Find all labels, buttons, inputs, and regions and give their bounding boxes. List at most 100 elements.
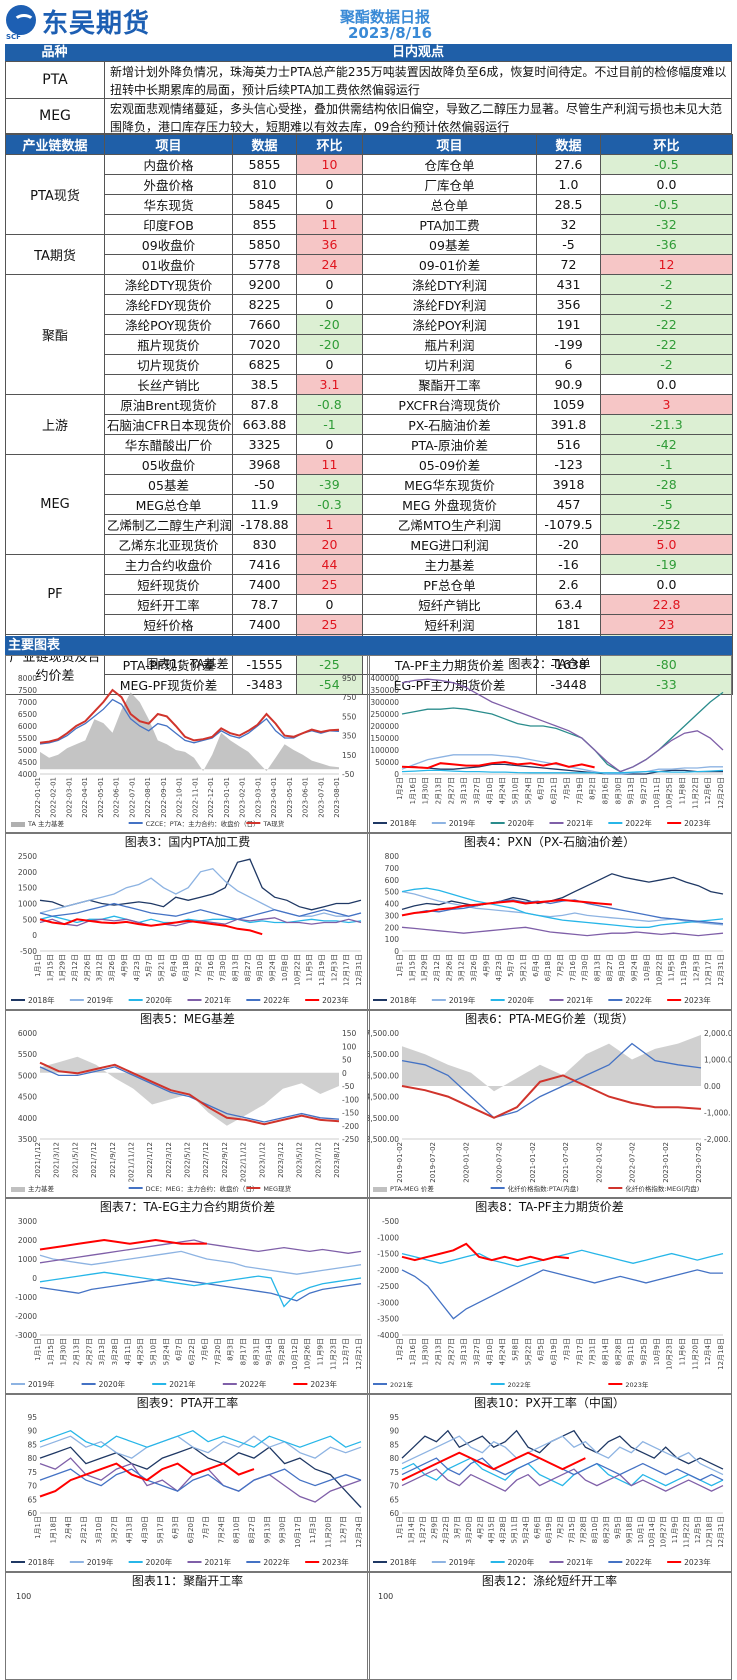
y-tick-label: 600 [385,876,400,885]
y-tick-label: 60 [389,1509,399,1518]
x-tick-label: 2月21日 [80,1516,88,1543]
x-tick-label: 2021/9/12 [109,1142,117,1178]
y-tick-label: 3500 [18,1135,37,1144]
table-row: 瓶片现货价 7020 -20 瓶片利润 -199 -22 [6,334,733,355]
x-tick-label: 1月16日 [409,777,417,804]
item-change: 0.0 [600,374,733,395]
series-line [401,760,595,770]
legend-label: 2019年 [28,1379,55,1389]
x-tick-label: 7月17日 [576,1338,584,1365]
item-value: -5 [536,234,601,255]
table-row: 华东醋酸出厂价 3325 0 PTA-原油价差 516 -42 [6,434,733,455]
y2-tick-label: 950 [342,674,357,683]
x-tick-label: 5月7日 [507,954,515,977]
legend-label: 2019年 [87,1557,114,1567]
legend-label: 2022年 [263,1557,290,1567]
x-tick-label: 2023-08-01 [333,777,341,818]
item-name: 外盘价格 [104,174,233,195]
table-category: MEG [5,454,105,555]
x-tick-label: 12月21日 [355,1338,363,1370]
x-tick-label: 2022-03-01 [65,777,73,818]
y2-tick-label: 750 [342,693,357,702]
item-change: -0.3 [296,494,363,515]
company-name: 东吴期货 [42,9,151,39]
x-tick-label: 4月10日 [486,777,494,804]
logo-subtext: SCF [6,33,21,41]
item-change: -28 [600,474,733,495]
x-tick-label: 5月24日 [162,1338,170,1365]
x-tick-label: 9月18日 [625,1516,633,1543]
item-value: -50 [232,474,297,495]
chart-title: 图表12：涤纶短纤开工率 [481,1574,618,1588]
item-value: 7400 [232,574,297,595]
table-header-cell: 产业链数据 [5,134,105,155]
item-name: 短纤开工率 [104,594,233,615]
x-tick-label: 9月10日 [256,954,264,981]
item-value: 90.9 [536,374,601,395]
item-change: 10 [296,154,363,175]
item-name: 仓库仓单 [362,154,537,175]
y-tick-label: 400000 [370,674,399,683]
table-header-cell: 数据 [232,134,297,155]
x-tick-label: 2月4日 [65,1516,73,1539]
x-tick-label: 8月2日 [589,777,597,800]
x-tick-label: 8月10日 [233,1516,241,1543]
table-row: 05基差 -50 -39 MEG华东现货价 3918 -28 [6,474,733,495]
table-row: 短纤现货价 7400 25 PF总仓单 2.6 0.0 [6,574,733,595]
item-change: 20 [296,534,363,555]
series-area [40,1056,339,1126]
x-tick-label: 1月1日 [34,1516,42,1539]
y-tick-label: 6500 [18,710,37,719]
series-line [39,1250,362,1275]
y-tick-label: 300000 [370,698,399,707]
y-tick-label: 4,500.00 [368,1093,399,1102]
legend-label: 2018年 [390,1557,417,1567]
item-value: 1059 [536,394,601,415]
legend-swatch [608,1561,623,1563]
x-tick-label: 2023-04-01 [270,777,278,818]
item-name: 总仓单 [362,194,537,215]
item-value: 32 [536,214,601,235]
item-value: 356 [536,294,601,315]
y-tick-label: -1000 [15,1293,37,1302]
table-row: MEG总仓单 11.9 -0.3 MEG 外盘现货价 457 -5 [6,494,733,515]
x-tick-label: 4月24日 [499,777,507,804]
legend-label: PTA-MEG 价差 [390,1184,434,1193]
item-change: 25 [296,614,363,635]
series-line [401,1074,702,1119]
x-tick-label: 8月23日 [602,1516,610,1543]
x-tick-label: 2022-01-01 [34,777,42,818]
item-change: -20 [296,334,363,355]
legend-label: 2019年 [449,818,476,828]
item-change: -5 [600,494,733,515]
y-tick-label: 0 [394,770,399,779]
x-tick-label: 5月21日 [519,954,527,981]
x-tick-label: 7月15日 [568,1516,576,1543]
series-line [401,887,724,928]
x-tick-label: 5月7日 [145,954,153,977]
series-line [39,1066,340,1123]
item-change: 0.0 [600,174,733,195]
legend-label: DCE：MEG：主力合约：收盘价（日） [146,1184,259,1193]
item-name: 01收盘价 [104,254,233,275]
x-tick-label: 9月24日 [631,954,639,981]
series-line [401,926,724,937]
item-change: -22 [600,314,733,335]
x-tick-label: 9月10日 [618,954,626,981]
item-change: -33 [600,674,733,695]
legend-swatch [246,1187,261,1189]
x-tick-label: 10月1日 [637,1516,645,1543]
y-tick-label: 50000 [375,758,399,767]
chart-c9: 图表9：PTA开工率 95 90 85 80 75 70 65 60 1月1日 1月18日 2月4日 2… [5,1394,370,1572]
item-change: -2 [600,294,733,315]
x-tick-label: 6月6日 [534,1516,542,1539]
legend-swatch [187,999,202,1001]
legend-label: 2019年 [449,1557,476,1567]
x-tick-label: 8月3日 [227,1338,235,1361]
industry-data-table: 产业链数据 项目 数据 环比 项目 数据 环比 PTA现货 内盘价格 5855 10 仓… [5,134,733,695]
legend-swatch [490,822,505,824]
series-line [39,1446,362,1508]
legend-label: 2022年 [508,1380,532,1389]
item-change: 0 [296,194,363,215]
item-value: -3483 [232,674,297,695]
